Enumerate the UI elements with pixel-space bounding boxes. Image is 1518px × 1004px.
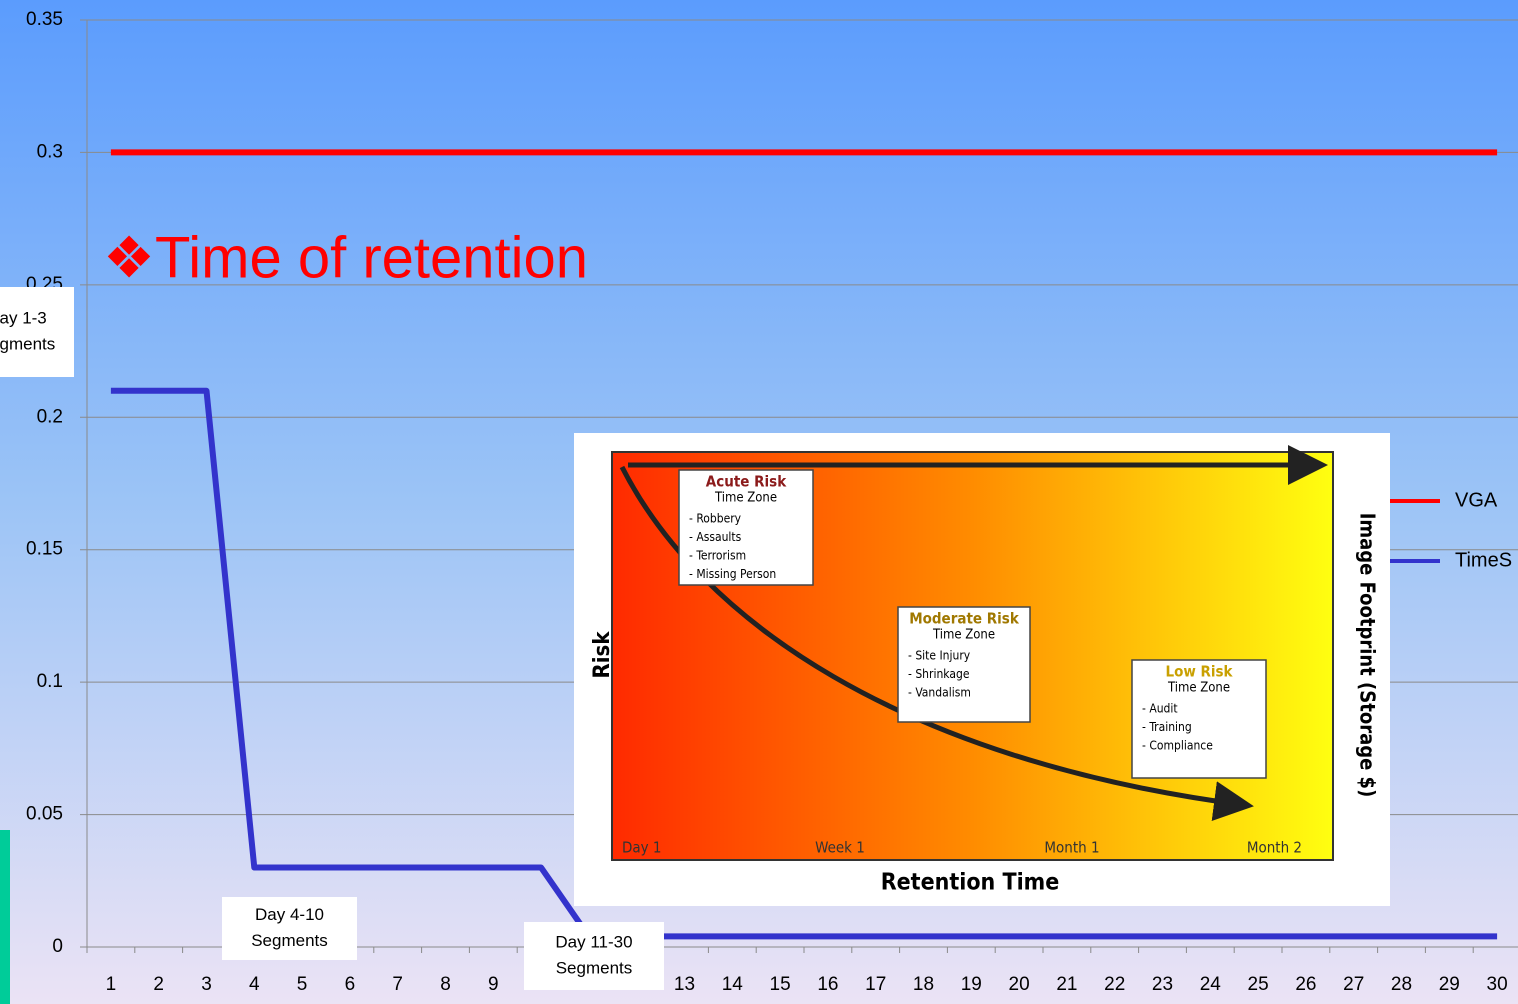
annotation-text: Segments (0, 334, 55, 353)
x-tick-label: 13 (674, 974, 695, 995)
inset-x-mark: Month 1 (1044, 839, 1099, 857)
x-tick-label: 19 (961, 974, 982, 995)
inset-x-mark: Month 2 (1247, 839, 1302, 857)
accent-bar (0, 830, 10, 1004)
zone-item: - Vandalism (908, 686, 971, 700)
inset-x-mark: Day 1 (622, 839, 662, 857)
x-tick-label: 23 (1152, 974, 1173, 995)
zone-item: - Robbery (689, 512, 742, 526)
zone-subtitle: Time Zone (714, 491, 777, 506)
zone-item: - Shrinkage (908, 667, 970, 681)
x-tick-label: 9 (488, 974, 499, 995)
x-tick-label: 25 (1248, 974, 1269, 995)
x-tick-label: 30 (1487, 974, 1508, 995)
x-tick-label: 27 (1343, 974, 1364, 995)
annotation-text: Segments (251, 931, 328, 950)
inset-right-label: Image Footprint (Storage $) (1356, 513, 1380, 798)
zone-item: - Assaults (689, 530, 742, 544)
legend-label: VGA (1455, 489, 1498, 511)
zone-item: - Audit (1142, 702, 1178, 716)
zone-title: Moderate Risk (909, 610, 1020, 628)
page: {"slide_title": "❖Time of retention", "c… (0, 0, 1518, 1004)
zone-title: Low Risk (1165, 663, 1233, 681)
x-tick-label: 18 (913, 974, 934, 995)
y-tick-label: 0.15 (26, 539, 63, 560)
y-tick-label: 0.1 (37, 671, 63, 692)
x-tick-label: 20 (1009, 974, 1030, 995)
annotation-text: Segments (556, 958, 633, 977)
x-tick-label: 8 (440, 974, 451, 995)
x-tick-label: 15 (770, 974, 791, 995)
annotation-text: Day 4-10 (255, 905, 324, 924)
x-tick-label: 3 (201, 974, 212, 995)
x-tick-label: 16 (817, 974, 838, 995)
inset-y-label: Risk (590, 631, 615, 679)
x-tick-label: 2 (153, 974, 164, 995)
zone-item: - Training (1142, 720, 1192, 734)
x-tick-label: 1 (106, 974, 117, 995)
x-tick-label: 7 (392, 974, 403, 995)
y-tick-label: 0.05 (26, 804, 63, 825)
y-tick-label: 0 (52, 936, 63, 957)
y-tick-label: 0.3 (37, 141, 63, 162)
zone-item: - Compliance (1142, 739, 1213, 753)
x-tick-label: 28 (1391, 974, 1412, 995)
x-tick-label: 5 (297, 974, 308, 995)
zone-subtitle: Time Zone (932, 628, 995, 643)
x-tick-label: 26 (1295, 974, 1316, 995)
zone-subtitle: Time Zone (1167, 681, 1230, 696)
zone-item: - Terrorism (689, 549, 746, 563)
annotation-box (0, 287, 74, 377)
x-tick-label: 24 (1200, 974, 1222, 995)
x-tick-label: 14 (722, 974, 744, 995)
y-tick-label: 0.2 (37, 406, 63, 427)
zone-title: Acute Risk (706, 473, 787, 491)
x-tick-label: 6 (345, 974, 356, 995)
inset-image: Risk Image Footprint (Storage $) Retention… (574, 433, 1390, 906)
x-tick-label: 29 (1439, 974, 1460, 995)
x-tick-label: 22 (1104, 974, 1125, 995)
x-tick-label: 4 (249, 974, 260, 995)
inset-x-mark: Week 1 (815, 839, 865, 857)
y-tick-label: 0.35 (26, 9, 63, 30)
x-tick-label: 21 (1056, 974, 1077, 995)
inset-x-label: Retention Time (881, 870, 1060, 896)
zone-item: - Missing Person (689, 567, 776, 581)
annotation-text: Day 11-30 (555, 932, 632, 951)
slide-title: ❖Time of retention (103, 225, 588, 290)
annotation-text: Day 1-3 (0, 308, 47, 327)
slide: 00.050.10.150.20.250.30.3512345678910111… (0, 0, 1518, 1004)
x-tick-label: 17 (865, 974, 886, 995)
legend-label: TimeS (1455, 549, 1512, 571)
zone-item: - Site Injury (908, 649, 971, 663)
